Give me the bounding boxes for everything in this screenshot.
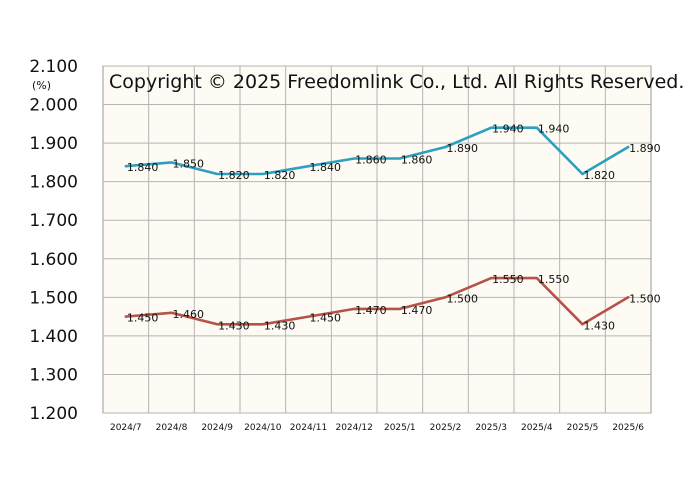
- series-line-2: [124, 276, 630, 326]
- y-tick-label: 1.200: [29, 404, 78, 424]
- y-tick-label: 2.100: [29, 57, 78, 77]
- data-label: 1.820: [584, 169, 616, 182]
- data-label: 1.940: [492, 123, 523, 136]
- x-tick-label: 2025/1: [384, 423, 416, 433]
- x-tick-label: 2024/10: [244, 423, 282, 433]
- data-label: 1.840: [127, 161, 159, 174]
- x-tick-label: 2024/11: [290, 423, 327, 433]
- x-tick-label: 2025/3: [475, 423, 507, 433]
- x-tick-label: 2024/12: [335, 423, 372, 433]
- data-label: 1.470: [401, 304, 433, 317]
- x-tick-label: 2024/8: [156, 423, 188, 433]
- grid: [103, 65, 651, 414]
- data-label: 1.820: [218, 169, 250, 182]
- data-label: 1.550: [492, 273, 523, 286]
- data-label: 1.500: [629, 292, 661, 305]
- data-label: 1.470: [355, 304, 387, 317]
- data-label: 1.500: [447, 292, 479, 305]
- data-label: 1.890: [629, 142, 661, 155]
- data-label: 1.860: [355, 154, 387, 167]
- y-tick-label: 1.600: [29, 250, 78, 270]
- data-label: 1.450: [310, 312, 342, 325]
- data-labels: 1.840 1.850 1.820 1.820 1.840 1.860 1.860 1.890…: [127, 123, 661, 333]
- x-tick-label: 2025/2: [430, 423, 462, 433]
- copyright-watermark: Copyright © 2025 Freedomlink Co., Ltd. A…: [109, 71, 684, 93]
- y-tick-label: 1.800: [29, 173, 78, 193]
- y-tick-label: 1.900: [29, 134, 78, 154]
- y-unit-label: (%): [32, 79, 51, 92]
- data-label: 1.460: [173, 308, 205, 321]
- series-line-1: [124, 126, 630, 176]
- data-label: 1.450: [127, 312, 159, 325]
- y-tick-label: 1.300: [29, 365, 78, 385]
- data-label: 1.850: [173, 157, 205, 170]
- x-tick-label: 2025/5: [567, 423, 599, 433]
- data-label: 1.840: [310, 161, 342, 174]
- data-label: 1.820: [264, 169, 296, 182]
- data-label: 1.430: [584, 319, 616, 332]
- data-label: 1.550: [538, 273, 570, 286]
- y-tick-label: 1.500: [29, 288, 78, 308]
- x-tick-label: 2024/7: [110, 423, 142, 433]
- series-group: [124, 126, 630, 326]
- y-tick-label: 2.000: [29, 96, 78, 116]
- data-label: 1.940: [538, 123, 570, 136]
- x-tick-label: 2025/4: [521, 423, 553, 433]
- x-axis-ticks: 2024/7 2024/8 2024/9 2024/10 2024/11 2024/12 2…: [110, 423, 644, 433]
- x-tick-label: 2024/9: [201, 423, 233, 433]
- data-label: 1.890: [447, 142, 479, 155]
- data-label: 1.430: [218, 319, 250, 332]
- data-label: 1.860: [401, 154, 433, 167]
- x-tick-label: 2025/6: [612, 423, 644, 433]
- y-tick-label: 1.700: [29, 211, 78, 231]
- y-axis-ticks: 1.200 1.300 1.400 1.500 1.600 1.700 1.800 1.900…: [29, 57, 78, 424]
- y-tick-label: 1.400: [29, 327, 78, 347]
- data-label: 1.430: [264, 319, 296, 332]
